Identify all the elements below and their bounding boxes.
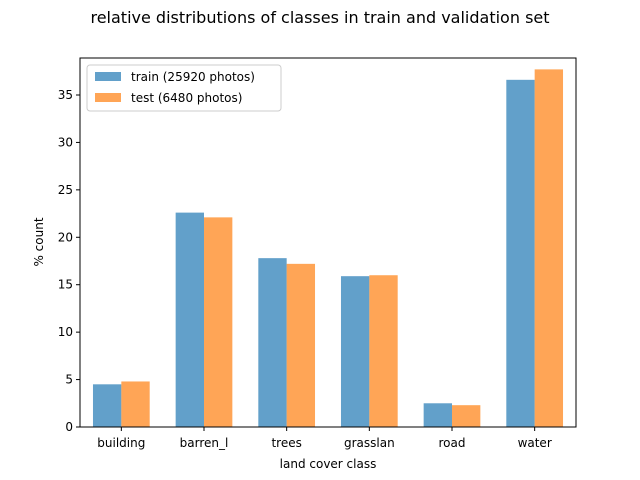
x-tick-label: barren_l: [180, 436, 229, 450]
bar-test-grasslan: [369, 275, 398, 427]
x-tick-label: water: [518, 436, 552, 450]
bar-test-trees: [286, 263, 316, 427]
x-tick-label: grasslan: [344, 436, 395, 450]
bar-train-water: [506, 79, 535, 428]
bar-train-road: [423, 403, 452, 427]
plot-frame: [79, 57, 577, 428]
bar-test-road: [452, 405, 481, 427]
bar-train-grasslan: [340, 276, 370, 427]
x-tick-label: building: [97, 436, 145, 450]
x-tick-label: road: [439, 436, 466, 450]
y-tick-label: 15: [58, 278, 73, 292]
legend-label: train (25920 photos): [131, 70, 255, 84]
bar-test-barren_l: [204, 217, 233, 427]
bar-train-barren_l: [175, 212, 204, 427]
x-axis-ticks: building barren_l trees grasslan road water: [97, 427, 552, 450]
bar-train-building: [92, 384, 122, 427]
x-axis-label: land cover class: [280, 457, 377, 471]
y-tick-label: 30: [58, 135, 73, 149]
y-tick-label: 25: [58, 183, 73, 197]
bars-group: [92, 69, 564, 428]
y-tick-label: 20: [58, 230, 73, 244]
y-tick-label: 5: [65, 373, 73, 387]
y-tick-label: 35: [58, 88, 73, 102]
x-tick-label: trees: [271, 436, 301, 450]
y-tick-label: 0: [65, 420, 73, 434]
legend-label: test (6480 photos): [131, 91, 242, 105]
y-axis-ticks: 0 5 10 15 20 25 30 35: [58, 88, 80, 434]
legend-swatch: [95, 72, 121, 81]
legend-box: [86, 64, 282, 112]
legend-swatch: [95, 93, 121, 102]
y-tick-label: 10: [58, 325, 73, 339]
bar-test-water: [534, 69, 564, 428]
bar-train-trees: [258, 258, 287, 427]
legend: train (25920 photos) test (6480 photos): [86, 64, 282, 112]
y-axis-label: % count: [32, 217, 46, 266]
chart-title: relative distributions of classes in tra…: [90, 8, 549, 27]
bar-test-building: [121, 381, 150, 427]
